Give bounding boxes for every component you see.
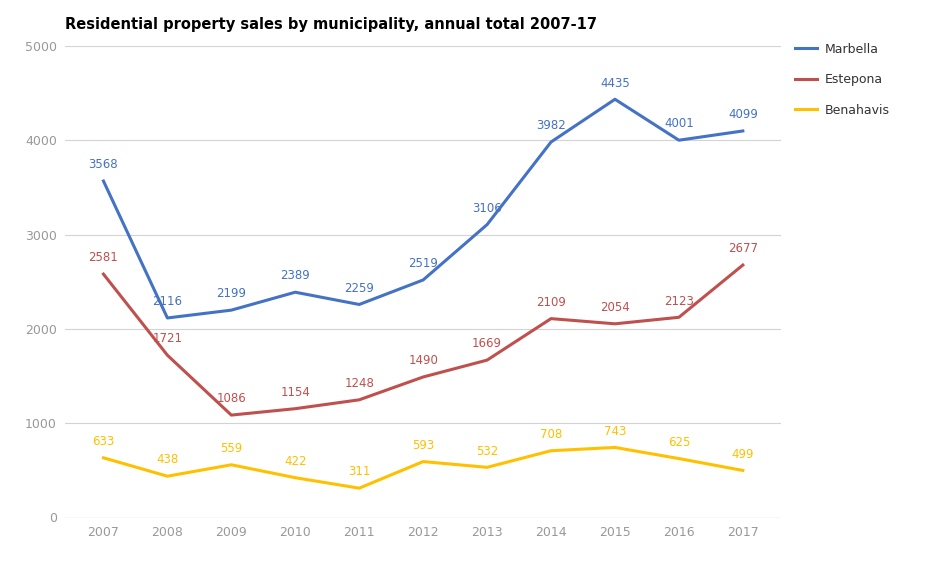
Marbella <box>673 137 684 144</box>
Benahavis <box>482 464 493 471</box>
Benahavis <box>737 467 749 474</box>
Text: 2581: 2581 <box>88 251 118 264</box>
Marbella <box>98 178 109 185</box>
Line: Benahavis: Benahavis <box>103 447 743 488</box>
Marbella <box>290 289 301 296</box>
Estepona <box>226 412 237 419</box>
Text: 2199: 2199 <box>217 288 246 300</box>
Benahavis <box>418 458 429 465</box>
Line: Marbella: Marbella <box>103 99 743 318</box>
Marbella <box>162 315 173 321</box>
Text: 311: 311 <box>348 465 370 478</box>
Text: 438: 438 <box>156 454 179 466</box>
Text: 633: 633 <box>92 435 114 448</box>
Estepona <box>546 315 557 322</box>
Estepona <box>353 396 365 403</box>
Estepona <box>673 314 684 321</box>
Text: 2519: 2519 <box>408 257 438 270</box>
Text: 2677: 2677 <box>728 242 758 255</box>
Text: 625: 625 <box>668 436 690 449</box>
Text: 2116: 2116 <box>153 295 182 308</box>
Marbella <box>482 221 493 228</box>
Text: 2123: 2123 <box>664 294 694 308</box>
Text: 3568: 3568 <box>88 158 118 171</box>
Text: 2259: 2259 <box>344 282 374 295</box>
Text: 559: 559 <box>220 442 243 455</box>
Benahavis <box>226 461 237 468</box>
Benahavis <box>673 455 684 462</box>
Text: 422: 422 <box>284 455 307 468</box>
Marbella <box>226 306 237 313</box>
Text: 1669: 1669 <box>472 338 502 350</box>
Benahavis <box>609 444 620 451</box>
Text: 2109: 2109 <box>536 296 566 309</box>
Estepona <box>162 352 173 359</box>
Text: 593: 593 <box>412 439 434 452</box>
Marbella <box>737 128 749 135</box>
Benahavis <box>353 485 365 492</box>
Text: Residential property sales by municipality, annual total 2007-17: Residential property sales by municipali… <box>65 17 597 32</box>
Marbella <box>609 96 620 103</box>
Estepona <box>418 374 429 381</box>
Estepona <box>482 356 493 363</box>
Text: 4435: 4435 <box>600 76 630 90</box>
Text: 1248: 1248 <box>344 377 374 390</box>
Estepona <box>290 405 301 412</box>
Text: 499: 499 <box>732 448 754 461</box>
Marbella <box>353 301 365 308</box>
Benahavis <box>546 447 557 454</box>
Benahavis <box>162 473 173 480</box>
Text: 1490: 1490 <box>408 354 438 367</box>
Text: 2389: 2389 <box>281 270 310 282</box>
Text: 2054: 2054 <box>600 301 630 314</box>
Line: Estepona: Estepona <box>103 265 743 415</box>
Text: 4001: 4001 <box>664 117 694 131</box>
Text: 1154: 1154 <box>280 386 311 399</box>
Marbella <box>418 277 429 283</box>
Text: 4099: 4099 <box>728 108 758 121</box>
Text: 708: 708 <box>540 428 562 441</box>
Text: 532: 532 <box>476 444 498 458</box>
Estepona <box>737 262 749 269</box>
Text: 3982: 3982 <box>537 119 565 132</box>
Benahavis <box>290 474 301 481</box>
Marbella <box>546 139 557 145</box>
Estepona <box>609 320 620 327</box>
Text: 743: 743 <box>604 425 626 438</box>
Text: 3106: 3106 <box>472 202 502 215</box>
Benahavis <box>98 454 109 461</box>
Estepona <box>98 271 109 278</box>
Text: 1086: 1086 <box>217 392 246 405</box>
Text: 1721: 1721 <box>153 332 182 346</box>
Legend: Marbella, Estepona, Benahavis: Marbella, Estepona, Benahavis <box>794 43 890 117</box>
